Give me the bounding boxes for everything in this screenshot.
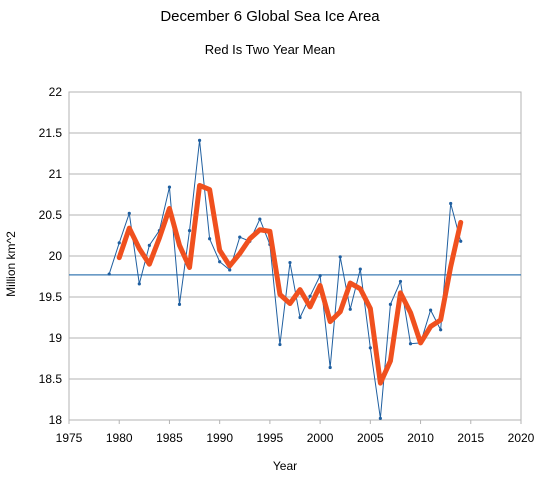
annual-area-point [439, 328, 443, 332]
annual-area-point [308, 294, 312, 298]
x-tick-label: 1975 [56, 431, 83, 445]
annual-area-point [378, 416, 382, 420]
annual-area-point [278, 342, 282, 347]
y-tick-label: 20 [49, 249, 63, 263]
y-tick-label: 18.5 [39, 372, 63, 386]
x-tick-label: 2015 [457, 431, 484, 445]
x-tick-label: 2010 [407, 431, 434, 445]
annual-area-point [147, 243, 151, 247]
annual-area-point [117, 241, 121, 245]
y-tick-label: 22 [49, 85, 63, 99]
annual-area-point [197, 138, 202, 142]
annual-area-point [127, 211, 131, 215]
y-axis-label: Million km^2 [4, 231, 18, 297]
annual-area-point [398, 279, 403, 284]
annual-area-point [187, 228, 192, 233]
annual-area-point [208, 237, 212, 241]
annual-area-point [388, 302, 393, 306]
y-tick-label: 18 [49, 413, 63, 427]
annual-area-point [107, 272, 111, 276]
y-tick-label: 20.5 [39, 208, 63, 222]
x-tick-label: 2000 [307, 431, 334, 445]
x-axis-label: Year [273, 459, 297, 473]
annual-area-point [177, 302, 182, 306]
annual-area-point [328, 365, 332, 370]
annual-area-point [429, 308, 433, 312]
y-tick-label: 21.5 [39, 126, 63, 140]
x-tick-label: 2005 [357, 431, 384, 445]
x-tick-label: 1985 [156, 431, 183, 445]
annual-area-point [218, 260, 222, 264]
y-axis-ticks: 18 18.5 19 19.5 20 20.5 21 21.5 22 [39, 85, 63, 427]
x-axis-ticks: 1975 1980 1985 1990 1995 2000 2005 2010 2015 2020 [56, 420, 535, 445]
annual-area-point [348, 307, 352, 311]
series-layer [69, 138, 521, 420]
x-tick-label: 1990 [206, 431, 233, 445]
x-tick-label: 1980 [106, 431, 133, 445]
annual-area-point [288, 260, 292, 265]
annual-area-point [167, 185, 172, 189]
chart-title: December 6 Global Sea Ice Area [160, 8, 380, 25]
y-tick-label: 21 [49, 167, 63, 181]
annual-area-point [338, 255, 342, 259]
plot-area [68, 91, 522, 421]
annual-area-point [459, 239, 463, 243]
x-tick-label: 1995 [257, 431, 284, 445]
annual-area-point [408, 342, 413, 346]
annual-area-point [358, 267, 362, 271]
annual-area-point [298, 315, 302, 320]
annual-area-point [318, 274, 322, 278]
x-tick-label: 2020 [508, 431, 535, 445]
annual-area-point [228, 268, 232, 272]
annual-area-point [368, 346, 372, 350]
two-year-mean-line [116, 182, 464, 386]
chart-subtitle: Red Is Two Year Mean [205, 42, 336, 57]
annual-area-point [238, 235, 242, 239]
annual-area-point [449, 201, 453, 206]
annual-area-point [137, 282, 141, 286]
y-tick-label: 19 [49, 331, 63, 345]
y-tick-label: 19.5 [39, 290, 63, 304]
annual-area-point [258, 217, 262, 221]
